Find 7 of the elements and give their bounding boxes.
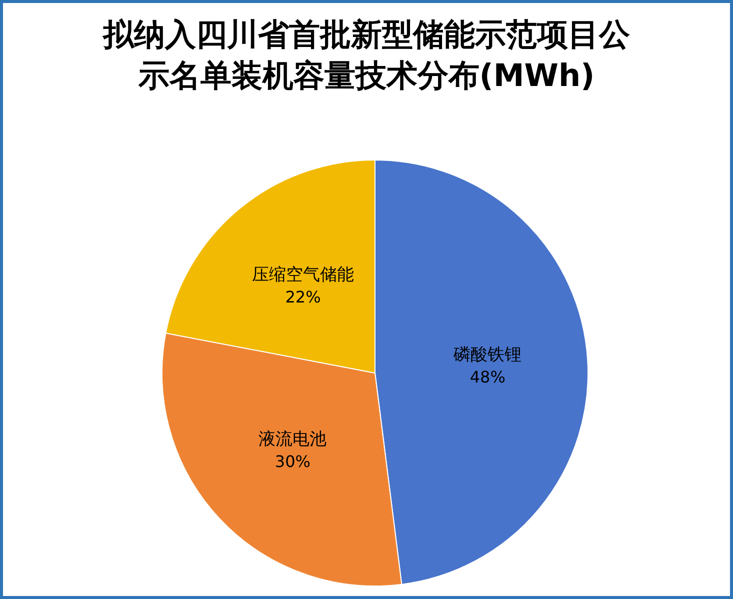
data-label: 30% [274, 452, 310, 471]
data-label: 48% [470, 367, 506, 386]
slice-label: 压缩空气储能 [252, 265, 354, 286]
chart-title: 拟纳入四川省首批新型储能示范项目公示名单装机容量技术分布(MWh) [101, 16, 631, 96]
slice-label: 磷酸铁锂 [452, 344, 522, 365]
slice-label: 液流电池 [258, 429, 327, 450]
data-label: 22% [285, 288, 321, 307]
